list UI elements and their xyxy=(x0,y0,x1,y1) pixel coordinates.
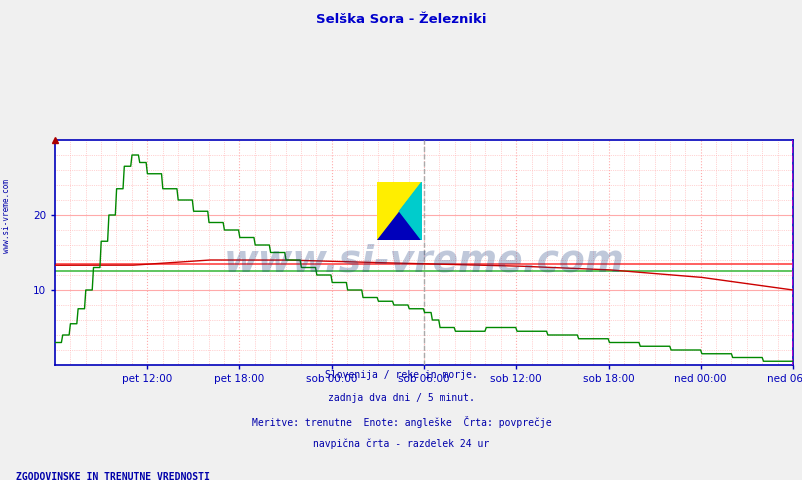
Polygon shape xyxy=(377,182,421,240)
Polygon shape xyxy=(377,182,421,240)
Text: Meritve: trenutne  Enote: angleške  Črta: povprečje: Meritve: trenutne Enote: angleške Črta: … xyxy=(251,416,551,428)
Text: Selška Sora - Železniki: Selška Sora - Železniki xyxy=(316,13,486,26)
Text: www.si-vreme.com: www.si-vreme.com xyxy=(223,243,624,279)
Text: navpična črta - razdelek 24 ur: navpična črta - razdelek 24 ur xyxy=(313,439,489,449)
Text: www.si-vreme.com: www.si-vreme.com xyxy=(2,179,11,253)
Polygon shape xyxy=(399,182,421,240)
Text: ZGODOVINSKE IN TRENUTNE VREDNOSTI: ZGODOVINSKE IN TRENUTNE VREDNOSTI xyxy=(16,471,209,480)
Text: Slovenija / reke in morje.: Slovenija / reke in morje. xyxy=(325,370,477,380)
Text: zadnja dva dni / 5 minut.: zadnja dva dni / 5 minut. xyxy=(328,393,474,403)
